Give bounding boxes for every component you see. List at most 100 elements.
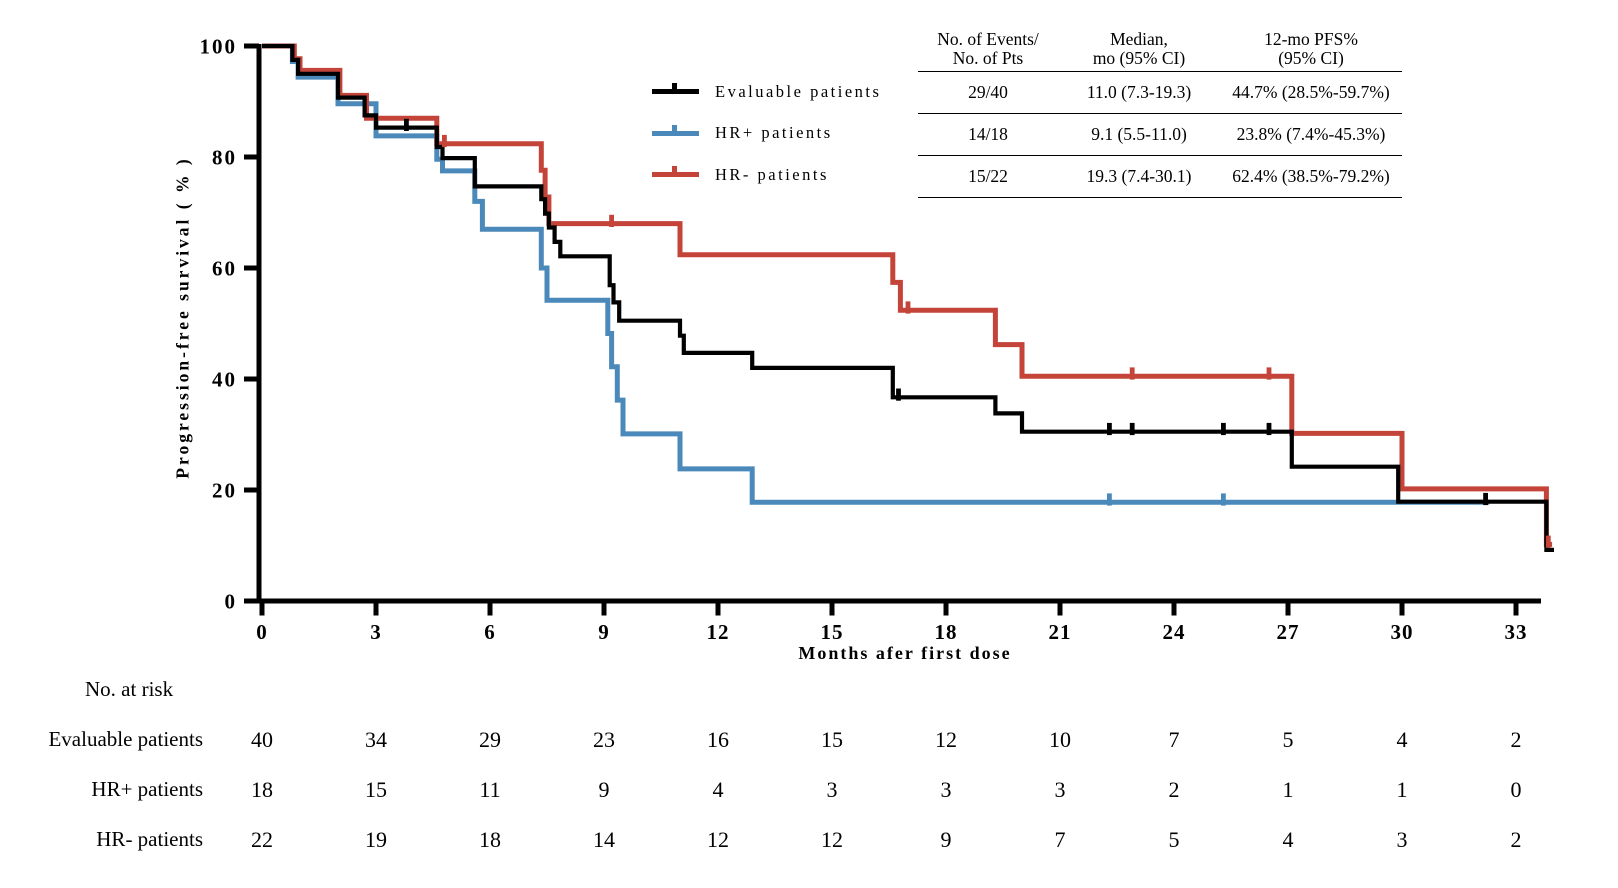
stats-cell: 19.3 (7.4-30.1) [1086, 165, 1192, 186]
risk-value: 2 [1510, 727, 1522, 752]
risk-value: 12 [821, 827, 843, 852]
censor-tick-glyph [672, 83, 677, 93]
legend-item-hr-plus: HR+ patients [652, 113, 881, 155]
risk-value: 15 [365, 777, 387, 802]
censor-mark-hr-minus-patients [1266, 367, 1272, 380]
censor-tick-glyph [672, 166, 677, 176]
stats-header-events: No. of Events/ No. of Pts [937, 28, 1039, 69]
stats-header-pfs: 12-mo PFS% (95% CI) [1264, 28, 1358, 69]
risk-value: 3 [1396, 827, 1408, 852]
censor-mark-evaluable-patients [1107, 422, 1112, 436]
stats-cell: 9.1 (5.5-11.0) [1091, 123, 1187, 144]
risk-value: 7 [1054, 827, 1066, 852]
censor-mark-hr-plus-patients [1107, 493, 1112, 506]
survival-curve-evaluable-patients [262, 43, 1554, 552]
risk-value: 4 [1396, 727, 1408, 752]
hr-plus-line-swatch [652, 124, 699, 136]
censor-mark-hr-plus-patients [1221, 493, 1226, 506]
stats-table: No. of Events/ No. of Pts Median, mo (95… [918, 24, 1402, 198]
x-tick-label: 6 [484, 620, 496, 644]
stats-cell: 62.4% (38.5%-79.2%) [1232, 165, 1390, 186]
risk-value: 18 [251, 777, 273, 802]
risk-value: 2 [1510, 827, 1522, 852]
x-tick-label: 3 [370, 620, 382, 644]
y-tick-label: 60 [212, 257, 237, 281]
risk-value: 29 [479, 727, 501, 752]
risk-value: 23 [593, 727, 615, 752]
x-tick-label: 21 [1049, 620, 1072, 644]
censor-mark-hr-minus-patients [609, 214, 614, 227]
risk-value: 11 [479, 777, 501, 802]
y-tick-label: 0 [225, 590, 238, 614]
stats-cell: 29/40 [968, 81, 1008, 102]
stats-row-hr-minus: 15/22 19.3 (7.4-30.1) 62.4% (38.5%-79.2%… [918, 156, 1402, 198]
risk-value: 4 [712, 777, 724, 802]
y-axis-title: Progression-free survival ( % ) [172, 156, 193, 479]
stats-cell: 23.8% (7.4%-45.3%) [1236, 123, 1386, 144]
x-tick-label: 9 [598, 620, 610, 644]
risk-value: 19 [365, 827, 387, 852]
risk-value: 12 [935, 727, 957, 752]
risk-value: 18 [479, 827, 501, 852]
risk-value: 0 [1510, 777, 1522, 802]
y-tick-label: 80 [212, 146, 237, 170]
x-tick-label: 30 [1391, 620, 1414, 644]
legend: Evaluable patients HR+ patients HR- pati… [652, 71, 881, 196]
legend-label: HR- patients [715, 164, 829, 184]
risk-value: 5 [1282, 727, 1294, 752]
stats-row-evaluable: 29/40 11.0 (7.3-19.3) 44.7% (28.5%-59.7%… [918, 72, 1402, 114]
legend-item-evaluable: Evaluable patients [652, 71, 881, 113]
evaluable-line-swatch [652, 83, 699, 95]
risk-value: 3 [1054, 777, 1066, 802]
risk-value: 3 [826, 777, 838, 802]
x-axis-title: Months afer first dose [798, 643, 1012, 663]
x-tick-label: 33 [1505, 620, 1528, 644]
censor-mark-hr-minus-patients [442, 134, 447, 148]
risk-row-label-evaluable: Evaluable patients [48, 727, 203, 751]
risk-value: 22 [251, 827, 273, 852]
censor-mark-evaluable-patients [1221, 422, 1226, 436]
risk-value: 5 [1168, 827, 1180, 852]
hr-minus-line-swatch [652, 166, 699, 178]
y-tick-label: 20 [212, 479, 237, 503]
risk-value: 34 [365, 727, 387, 752]
stats-row-hr-plus: 14/18 9.1 (5.5-11.0) 23.8% (7.4%-45.3%) [918, 114, 1402, 156]
risk-value: 3 [940, 777, 952, 802]
censor-mark-hr-minus-patients [905, 301, 911, 314]
stats-header-row: No. of Events/ No. of Pts Median, mo (95… [918, 24, 1402, 72]
censor-tick-glyph [672, 124, 677, 134]
stats-cell: 15/22 [968, 165, 1008, 186]
x-tick-label: 15 [821, 620, 844, 644]
y-tick-label: 40 [212, 368, 237, 392]
stats-cell: 11.0 (7.3-19.3) [1086, 81, 1192, 102]
censor-mark-evaluable-patients [896, 388, 901, 401]
stats-cell: 44.7% (28.5%-59.7%) [1232, 81, 1390, 102]
risk-row-label-hr-minus: HR- patients [96, 827, 203, 851]
risk-value: 10 [1049, 727, 1071, 752]
risk-value: 40 [251, 727, 273, 752]
censor-mark-hr-minus-patients [1129, 367, 1135, 380]
censor-mark-evaluable-patients [1483, 492, 1488, 506]
censor-mark-hr-minus-patients [1545, 535, 1551, 548]
stats-cell: 14/18 [968, 123, 1008, 144]
risk-row-label-hr-plus: HR+ patients [91, 777, 203, 801]
legend-label: HR+ patients [715, 123, 833, 143]
censor-mark-evaluable-patients [404, 118, 409, 131]
y-tick-label: 100 [200, 35, 238, 59]
x-tick-label: 12 [707, 620, 730, 644]
risk-value: 2 [1168, 777, 1180, 802]
risk-value: 16 [707, 727, 729, 752]
censor-mark-evaluable-patients [1266, 422, 1272, 436]
risk-value: 9 [598, 777, 610, 802]
risk-value: 4 [1282, 827, 1294, 852]
risk-value: 14 [593, 827, 615, 852]
risk-value: 1 [1282, 777, 1294, 802]
x-tick-label: 0 [256, 620, 268, 644]
risk-table-title: No. at risk [85, 677, 174, 701]
risk-value: 9 [940, 827, 952, 852]
legend-item-hr-minus: HR- patients [652, 154, 881, 196]
x-tick-label: 18 [935, 620, 958, 644]
risk-value: 15 [821, 727, 843, 752]
legend-label: Evaluable patients [715, 81, 882, 101]
